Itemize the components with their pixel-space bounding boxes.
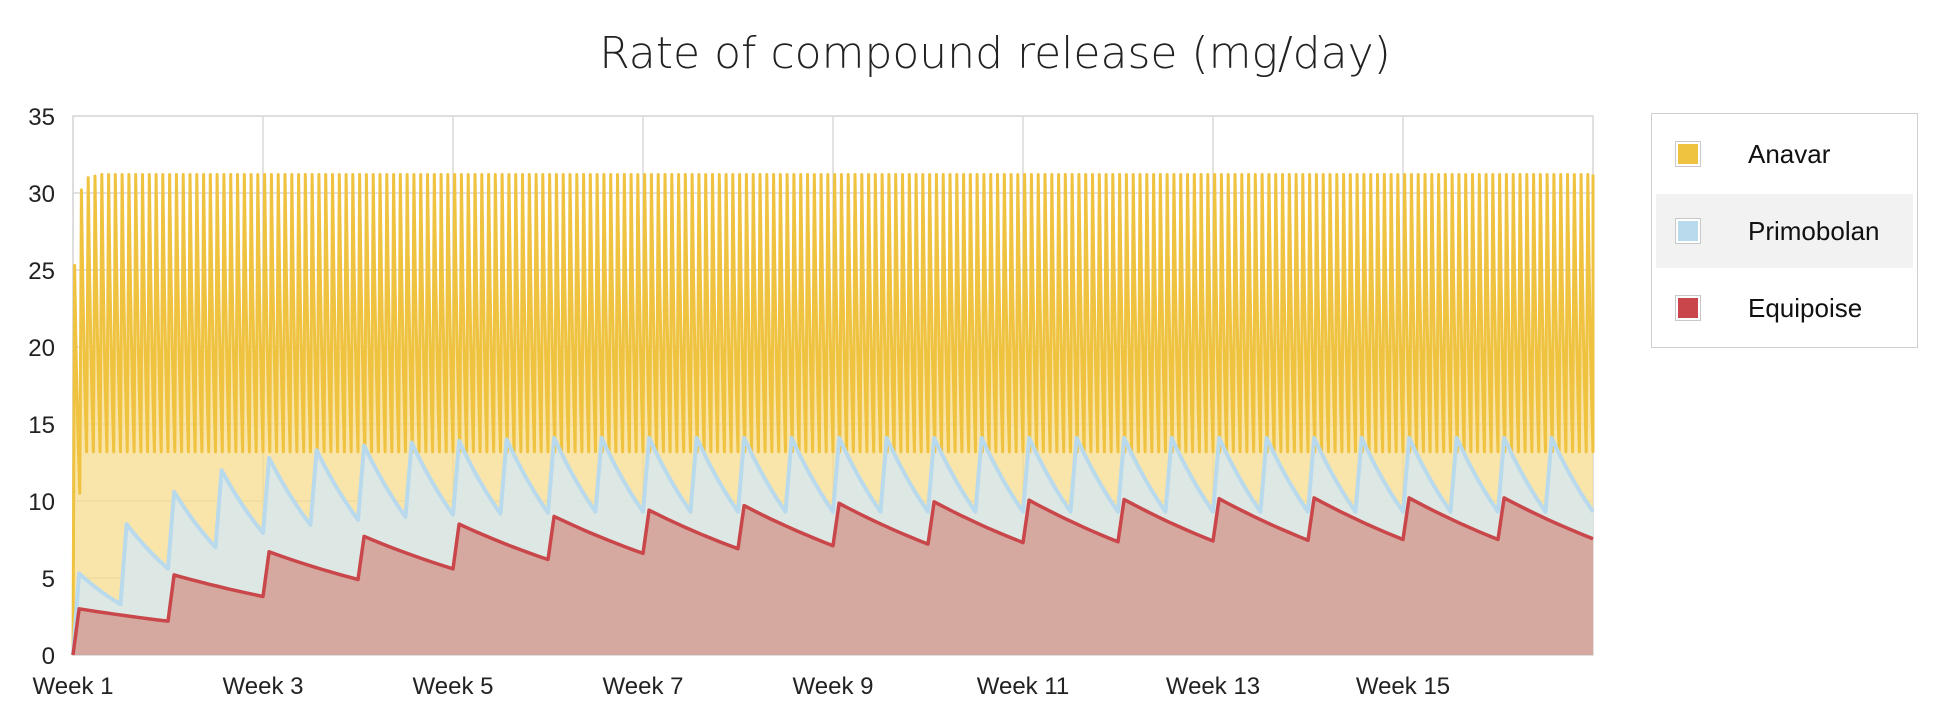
legend-swatch-frame (1675, 141, 1701, 167)
legend-swatch-frame (1675, 218, 1701, 244)
x-tick-label: Week 13 (1166, 673, 1260, 700)
primobolan-line (71, 435, 1595, 656)
anavar-swatch (1678, 144, 1698, 164)
y-tick-label: 20 (28, 335, 55, 362)
legend-label-equipoise: Equipoise (1748, 292, 1863, 323)
legend-item-primobolan[interactable]: Primobolan (1656, 194, 1913, 268)
y-tick-label: 15 (28, 412, 55, 439)
legend-item-anavar[interactable]: Anavar (1656, 117, 1913, 191)
y-tick-label: 10 (28, 489, 55, 516)
y-tick-label: 25 (28, 258, 55, 285)
y-tick-label: 0 (42, 643, 55, 670)
equipoise-swatch (1678, 298, 1698, 318)
x-tick-label: Week 1 (33, 673, 114, 700)
primobolan-swatch (1678, 221, 1698, 241)
series-layer (71, 173, 1595, 656)
anavar-line (71, 173, 1595, 656)
legend: Anavar Primobolan Equipoise (1651, 113, 1918, 348)
y-tick-label: 30 (28, 181, 55, 208)
axis-layer: 0 5 10 15 20 25 30 35 Week 1 Week 3 Week 5 Week 7 We… (28, 104, 1450, 700)
x-tick-label: Week 3 (223, 673, 304, 700)
y-tick-label: 35 (28, 104, 55, 131)
legend-swatch-frame (1675, 295, 1701, 321)
x-tick-label: Week 15 (1356, 673, 1450, 700)
equipoise-area (73, 497, 1593, 655)
x-tick-label: Week 5 (413, 673, 494, 700)
y-tick-label: 5 (42, 566, 55, 593)
legend-label-anavar: Anavar (1748, 138, 1831, 169)
x-tick-label: Week 7 (603, 673, 684, 700)
legend-label-primobolan: Primobolan (1748, 215, 1880, 246)
equipoise-line (71, 496, 1594, 656)
chart-title: Rate of compound release (mg/day) (599, 28, 1391, 79)
x-tick-label: Week 9 (793, 673, 874, 700)
legend-item-equipoise[interactable]: Equipoise (1656, 271, 1913, 345)
x-tick-label: Week 11 (977, 673, 1070, 700)
